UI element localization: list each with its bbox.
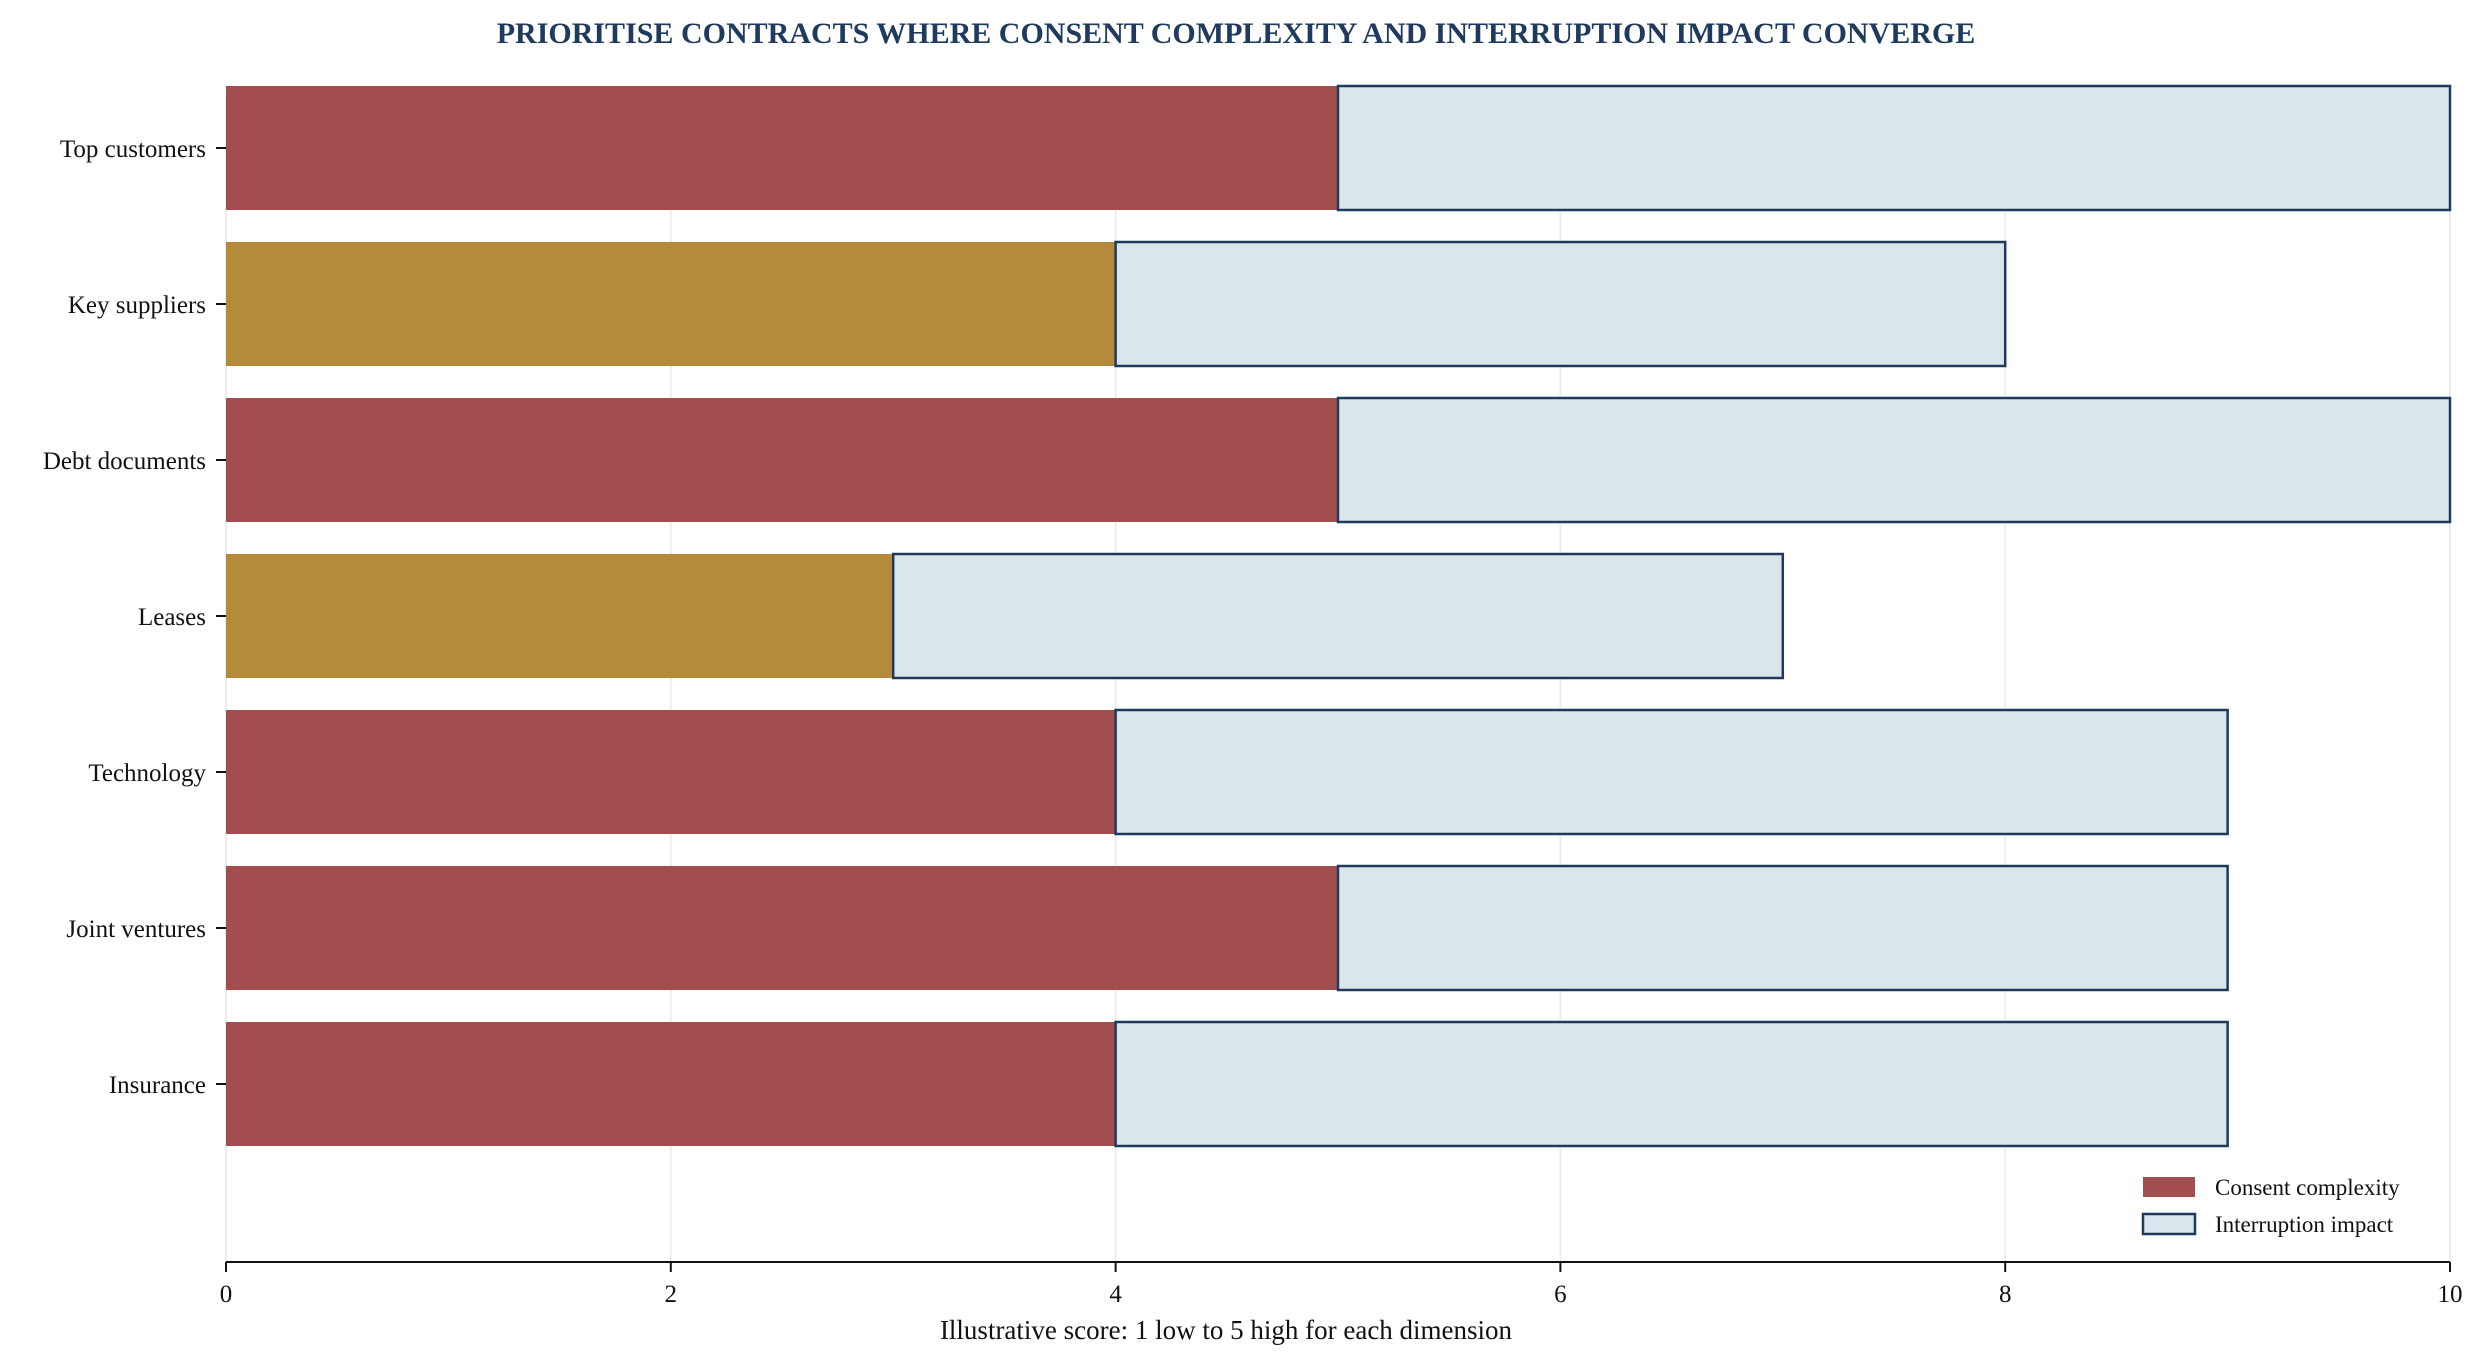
- x-tick-label: 10: [2438, 1281, 2463, 1308]
- y-tick-label: Debt documents: [43, 448, 206, 475]
- bar-interruption-impact: [1114, 708, 2229, 836]
- bar-interruption-impact: [1336, 864, 2229, 992]
- bar-consent-complexity: [226, 242, 1116, 366]
- axes: Top customers Key suppliers Debt documents…: [43, 136, 2463, 1308]
- x-tick-label: 6: [1554, 1281, 1567, 1308]
- bar-interruption-impact: [1114, 1020, 2229, 1148]
- x-tick-label: 0: [220, 1281, 233, 1308]
- y-tick-label: Leases: [138, 604, 206, 631]
- bar-consent-complexity: [226, 398, 1338, 522]
- legend-label-consent-complexity: Consent complexity: [2215, 1175, 2400, 1200]
- legend: Consent complexity Interruption impact: [2141, 1175, 2400, 1237]
- y-tick-label: Technology: [88, 760, 206, 787]
- y-tick-label: Key suppliers: [68, 292, 206, 319]
- bar-consent-complexity: [226, 866, 1338, 990]
- bar-consent-complexity: [226, 86, 1338, 210]
- bar-interruption-impact: [891, 552, 1785, 680]
- bars: [226, 84, 2452, 1148]
- x-tick-label: 8: [1999, 1281, 2012, 1308]
- bar-consent-complexity: [226, 554, 894, 678]
- x-tick-label: 2: [665, 1281, 678, 1308]
- y-tick-label: Top customers: [60, 136, 206, 163]
- x-axis-label: Illustrative score: 1 low to 5 high for …: [940, 1315, 1513, 1345]
- y-tick-label: Joint ventures: [66, 916, 206, 943]
- legend-swatch-consent-complexity: [2143, 1177, 2195, 1197]
- x-tick-label: 4: [1109, 1281, 1122, 1308]
- bar-interruption-impact: [1336, 396, 2452, 524]
- legend-label-interruption-impact: Interruption impact: [2215, 1212, 2394, 1237]
- bar-consent-complexity: [226, 710, 1116, 834]
- bar-interruption-impact: [1114, 240, 2007, 368]
- y-tick-label: Insurance: [109, 1072, 206, 1099]
- legend-swatch-interruption-impact: [2141, 1212, 2197, 1236]
- bar-consent-complexity: [226, 1022, 1116, 1146]
- bar-interruption-impact: [1336, 84, 2452, 212]
- chart-title: PRIORITISE CONTRACTS WHERE CONSENT COMPL…: [497, 17, 1976, 50]
